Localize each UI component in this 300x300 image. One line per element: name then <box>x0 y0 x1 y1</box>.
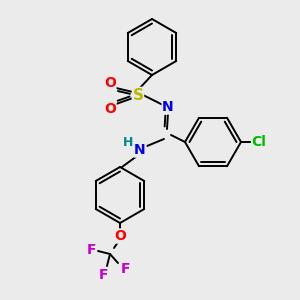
Text: N: N <box>134 143 146 157</box>
Text: O: O <box>104 102 116 116</box>
Text: O: O <box>114 229 126 243</box>
Text: S: S <box>133 88 143 103</box>
Text: F: F <box>98 268 108 282</box>
Text: F: F <box>121 262 131 276</box>
Text: Cl: Cl <box>252 135 266 149</box>
Text: O: O <box>104 76 116 90</box>
Text: H: H <box>123 136 133 149</box>
Text: F: F <box>86 243 96 257</box>
Text: N: N <box>162 100 174 114</box>
